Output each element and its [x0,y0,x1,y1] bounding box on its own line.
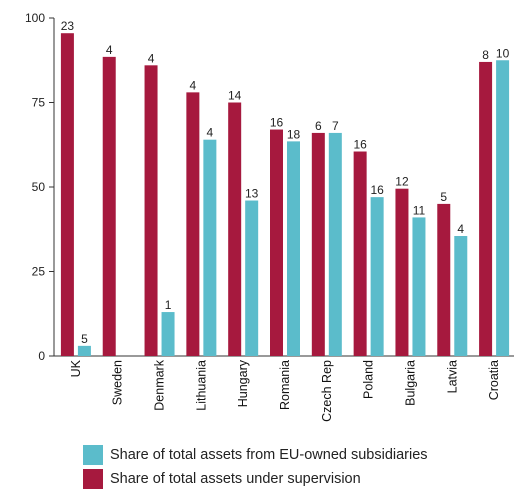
bar-supervision-0 [60,33,74,357]
data-label: 5 [81,332,88,346]
y-tick-label: 100 [25,11,45,25]
data-label: 7 [332,119,339,133]
bar-supervision-8 [395,188,409,356]
y-tick-label: 75 [32,96,46,110]
bars [60,33,510,357]
x-tick-label: Hungary [236,359,250,407]
data-label: 8 [482,48,489,62]
bar-supervision-6 [311,132,325,356]
bar-supervision-5 [270,129,283,356]
legend-label-subsidiaries: Share of total assets from EU-owned subs… [110,447,428,463]
y-tick-label: 50 [32,180,46,194]
bar-subsidiaries-8 [412,217,426,356]
x-tick-label: Sweden [111,360,125,405]
bar-subsidiaries-0 [77,345,91,356]
data-label: 4 [457,222,464,236]
data-label: 23 [61,19,75,33]
x-tick-label: UK [69,359,83,377]
data-label: 1 [165,298,172,312]
bar-supervision-4 [228,102,242,356]
bar-supervision-7 [353,151,367,356]
x-tick-label: Czech Rep [320,360,334,422]
legend-label-supervision: Share of total assets under supervision [110,471,361,487]
data-label: 4 [148,51,155,65]
bar-supervision-3 [186,92,200,357]
data-label: 10 [496,46,510,60]
x-tick-label: Bulgaria [403,360,417,406]
bar-subsidiaries-3 [203,139,217,356]
legend-swatch-subsidiaries [83,445,103,465]
data-label: 11 [413,203,426,217]
bar-subsidiaries-10 [496,60,510,356]
data-label: 13 [245,187,259,201]
bar-subsidiaries-6 [328,132,342,356]
data-label: 16 [270,116,284,130]
x-tick-label: Latvia [445,360,459,393]
data-label: 4 [190,78,197,92]
bar-supervision-2 [144,65,158,356]
y-tick-label: 0 [38,349,45,363]
data-label: 14 [228,89,242,103]
data-label: 16 [353,138,367,152]
bar-subsidiaries-2 [161,312,175,356]
x-tick-label: Poland [362,360,376,399]
legend-swatch-supervision [83,469,103,489]
data-label: 4 [106,43,113,57]
data-label: 4 [207,126,214,140]
data-label: 12 [395,175,409,189]
bar-subsidiaries-4 [245,200,259,356]
legend-item-supervision: Share of total assets under supervision [83,467,428,491]
data-label: 5 [440,190,447,204]
x-tick-label: Lithuania [194,360,208,411]
x-tick-label: Denmark [153,359,167,410]
data-label: 16 [370,183,384,197]
data-label: 18 [287,127,301,141]
category-labels: UK Sweden Denmark Lithuania Hungary Romania Cz… [69,359,501,422]
data-label: 6 [315,119,322,133]
x-tick-label: Croatia [487,360,501,400]
bar-subsidiaries-9 [454,236,468,356]
x-tick-label: Romania [278,360,292,410]
bar-subsidiaries-7 [370,197,384,356]
legend: Share of total assets from EU-owned subs… [83,443,428,491]
y-tick-label: 25 [32,265,46,279]
bar-supervision-1 [102,56,116,357]
bar-supervision-9 [437,203,451,356]
bar-subsidiaries-5 [287,141,300,356]
bar-supervision-10 [479,61,493,356]
legend-item-subsidiaries: Share of total assets from EU-owned subs… [83,443,428,467]
